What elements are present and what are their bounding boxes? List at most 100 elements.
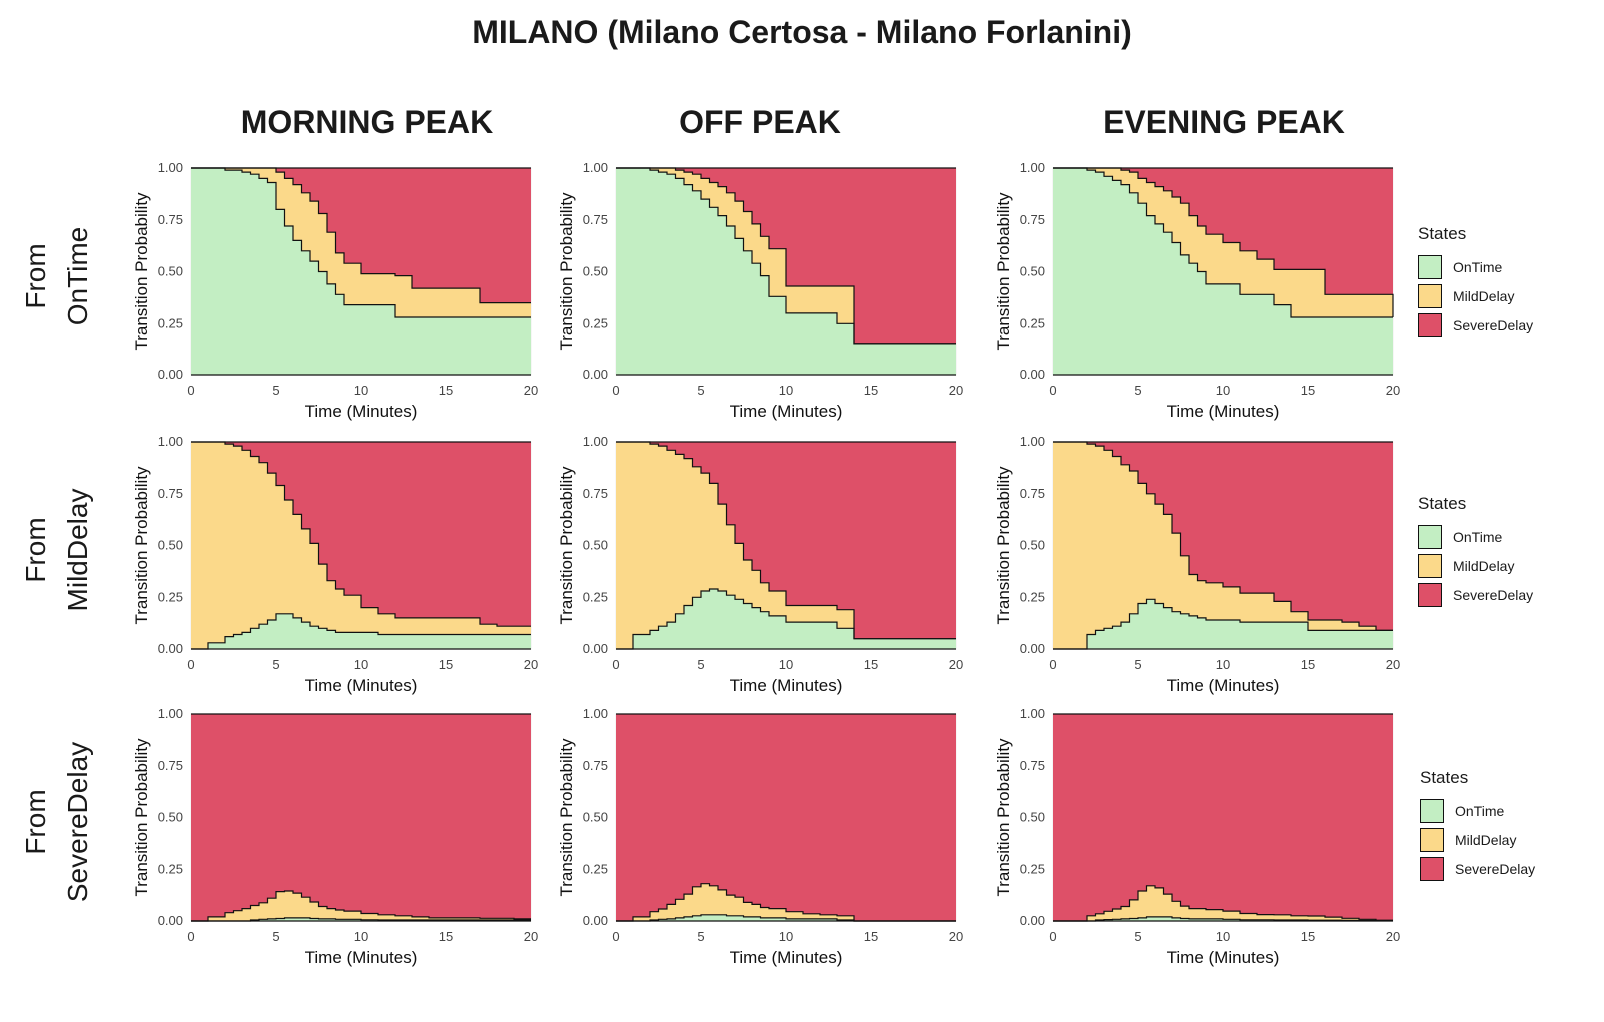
x-tick-label: 0 [1049, 383, 1056, 398]
area-severedelay [191, 168, 531, 303]
y-tick-label: 0.75 [1020, 212, 1045, 227]
chart-panel-3-3: 0.00 0.25 0.50 0.75 1.00 0 5 10 15 20 Time (Minute… [994, 706, 1400, 967]
x-tick-label: 5 [1134, 929, 1141, 944]
legend-item-milddelay: MildDelay [1420, 825, 1535, 854]
x-tick-label: 0 [612, 929, 619, 944]
x-tick-label: 15 [439, 929, 453, 944]
boundary-milddelay [191, 890, 531, 922]
legend-item-severedelay: SevereDelay [1418, 310, 1533, 339]
boundary-ontime [191, 167, 531, 318]
x-tick-label: 5 [272, 657, 279, 672]
y-tick-label: 0.25 [158, 861, 183, 876]
x-tick-label: 20 [1386, 657, 1400, 672]
y-tick-label: 0.75 [583, 758, 608, 773]
y-tick-label: 0.25 [158, 315, 183, 330]
x-tick-label: 20 [1386, 383, 1400, 398]
y-tick-label: 1.00 [1020, 434, 1045, 449]
x-tick-label: 5 [272, 929, 279, 944]
boundary-milddelay [616, 883, 956, 922]
chart-panel-1-3: 0.00 0.25 0.50 0.75 1.00 0 5 10 15 20 Time (Minute… [994, 160, 1400, 421]
legend-item-ontime: OnTime [1418, 522, 1533, 551]
y-tick-label: 1.00 [583, 706, 608, 721]
y-tick-label: 0.25 [1020, 315, 1045, 330]
y-tick-label: 1.00 [158, 706, 183, 721]
x-tick-label: 15 [1301, 383, 1315, 398]
chart-panel-3-2: 0.00 0.25 0.50 0.75 1.00 0 5 10 15 20 Time (Minute… [557, 706, 963, 967]
legend-label: SevereDelay [1453, 316, 1534, 333]
legend-item-milddelay: MildDelay [1418, 551, 1533, 580]
legend-swatch [1418, 553, 1442, 578]
legend-label: OnTime [1455, 802, 1505, 819]
area-milddelay [1053, 442, 1393, 649]
column-header-evening-peak: EVENING PEAK [1103, 104, 1345, 140]
boundary-milddelay [616, 441, 956, 640]
y-tick-label: 1.00 [158, 160, 183, 175]
x-tick-label: 15 [864, 657, 878, 672]
legend: States OnTime MildDelay SevereDelay [1418, 494, 1533, 609]
y-tick-label: 0.50 [583, 264, 608, 279]
y-tick-label: 0.75 [583, 212, 608, 227]
x-tick-label: 15 [439, 657, 453, 672]
x-tick-label: 0 [187, 383, 194, 398]
y-tick-label: 0.00 [583, 367, 608, 382]
y-tick-label: 0.75 [158, 212, 183, 227]
legend-swatch [1418, 582, 1442, 607]
y-tick-label: 1.00 [583, 434, 608, 449]
x-tick-label: 20 [524, 383, 538, 398]
x-tick-label: 10 [779, 929, 793, 944]
chart-panel-1-2: 0.00 0.25 0.50 0.75 1.00 0 5 10 15 20 Time (Minute… [557, 160, 963, 421]
x-tick-label: 10 [1216, 929, 1230, 944]
y-tick-label: 1.00 [1020, 706, 1045, 721]
y-axis-title: Transition Probability [132, 192, 151, 351]
y-tick-label: 0.75 [583, 486, 608, 501]
column-header-morning-peak: MORNING PEAK [240, 104, 494, 140]
x-tick-label: 10 [354, 657, 368, 672]
legend-swatch [1420, 827, 1444, 852]
x-tick-label: 0 [612, 657, 619, 672]
boundary-ontime [1053, 167, 1393, 318]
boundary-ontime [1053, 916, 1393, 922]
chart-panel-2-1: 0.00 0.25 0.50 0.75 1.00 0 5 10 15 20 Time (Minute… [132, 434, 538, 695]
x-axis-title: Time (Minutes) [305, 948, 418, 967]
y-tick-label: 0.25 [158, 589, 183, 604]
area-severedelay [191, 714, 531, 921]
x-tick-label: 20 [949, 657, 963, 672]
x-tick-label: 0 [187, 929, 194, 944]
x-tick-label: 0 [1049, 929, 1056, 944]
x-tick-label: 20 [1386, 929, 1400, 944]
y-tick-label: 0.00 [158, 641, 183, 656]
y-tick-label: 0.00 [1020, 367, 1045, 382]
row-header-from-milddelay: From MildDelay [15, 450, 99, 650]
y-tick-label: 1.00 [1020, 160, 1045, 175]
chart-panel-2-3: 0.00 0.25 0.50 0.75 1.00 0 5 10 15 20 Time (Minute… [994, 434, 1400, 695]
y-tick-label: 0.50 [158, 264, 183, 279]
area-ontime [191, 168, 531, 375]
boundary-ontime [616, 167, 956, 345]
legend-label: SevereDelay [1453, 586, 1534, 603]
x-tick-label: 20 [524, 929, 538, 944]
x-tick-label: 20 [949, 929, 963, 944]
chart-panel-3-1: 0.00 0.25 0.50 0.75 1.00 0 5 10 15 20 Time (Minute… [132, 706, 538, 967]
y-axis-title: Transition Probability [557, 738, 576, 897]
x-axis-title: Time (Minutes) [1167, 676, 1280, 695]
boundary-ontime [191, 613, 531, 650]
x-tick-label: 5 [1134, 657, 1141, 672]
x-tick-label: 10 [779, 657, 793, 672]
row-header-line2: SevereDelay [62, 741, 93, 903]
y-tick-label: 0.25 [583, 861, 608, 876]
row-header-from-severedelay: From SevereDelay [15, 722, 99, 922]
y-tick-label: 0.50 [1020, 538, 1045, 553]
chart-panel-1-1: 0.00 0.25 0.50 0.75 1.00 0 5 10 15 20 Time (Minute… [132, 160, 538, 421]
y-tick-label: 0.75 [158, 758, 183, 773]
x-tick-label: 10 [779, 383, 793, 398]
boundary-milddelay [191, 441, 531, 627]
x-tick-label: 10 [354, 929, 368, 944]
legend-item-severedelay: SevereDelay [1420, 854, 1535, 883]
area-severedelay [616, 714, 956, 921]
row-header-from-ontime: From OnTime [15, 176, 99, 376]
y-tick-label: 0.50 [1020, 264, 1045, 279]
legend-label: MildDelay [1455, 831, 1517, 848]
y-tick-label: 1.00 [158, 434, 183, 449]
row-header-line1: From [20, 789, 51, 855]
x-tick-label: 0 [612, 383, 619, 398]
